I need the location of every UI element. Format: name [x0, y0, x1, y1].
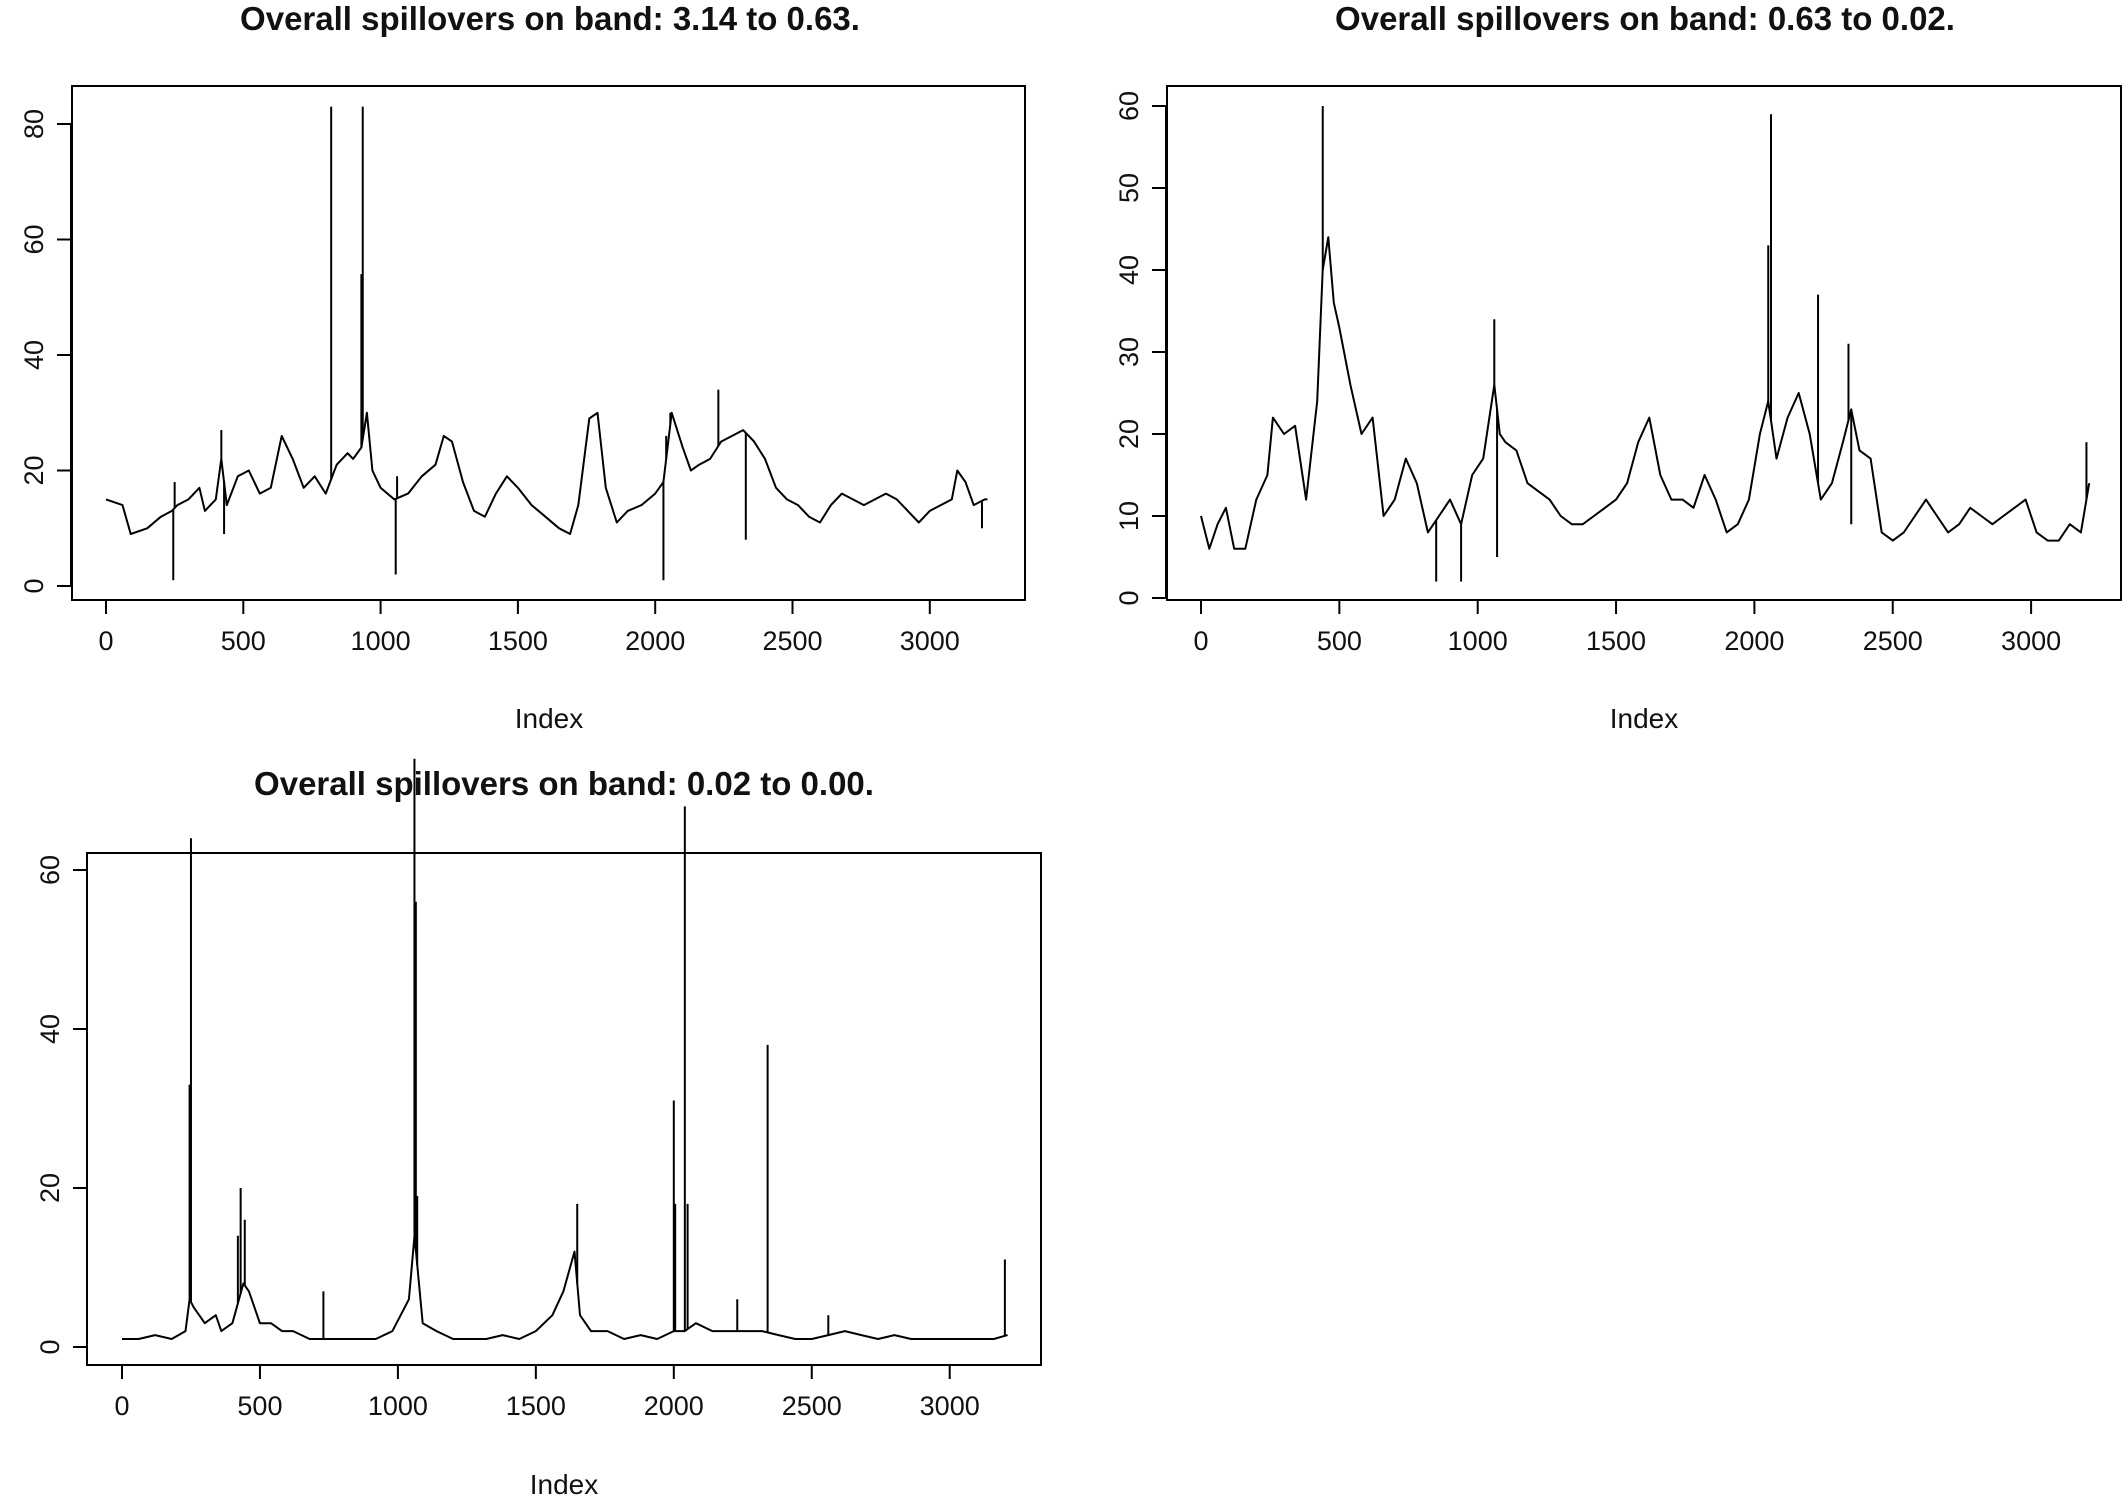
y-tick-label: 60: [19, 224, 49, 254]
chart-1-series: [105, 106, 988, 581]
y-tick-label: 80: [19, 109, 49, 139]
y-tick-label: 30: [1114, 337, 1144, 367]
x-tick-label: 1500: [1586, 626, 1646, 656]
chart-panel-1: Overall spillovers on band: 3.14 to 0.63…: [19, 0, 1026, 734]
chart-2-y-axis: 0 10 20 30 40 50 60: [1114, 91, 1167, 606]
chart-1-x-axis: 0 500 1000 1500 2000 2500 3000: [98, 599, 960, 656]
y-tick-label: 0: [35, 1339, 65, 1354]
y-tick-label: 0: [19, 578, 49, 593]
x-tick-label: 0: [114, 1391, 129, 1421]
chart-1-x-axis-label: Index: [515, 703, 584, 734]
x-tick-label: 2000: [625, 626, 685, 656]
chart-3-series: [122, 758, 1008, 1340]
x-tick-label: 500: [221, 626, 266, 656]
chart-2-plot-frame: [1166, 85, 2122, 601]
chart-1-y-axis: 0 20 40 60 80: [19, 109, 72, 594]
chart-2-title: Overall spillovers on band: 0.63 to 0.02…: [1335, 0, 1955, 37]
x-tick-label: 2500: [1863, 626, 1923, 656]
chart-1-title: Overall spillovers on band: 3.14 to 0.63…: [240, 0, 860, 37]
chart-3-y-axis: 0 20 40 60: [35, 855, 88, 1355]
y-tick-label: 60: [1114, 91, 1144, 121]
y-tick-label: 60: [35, 855, 65, 885]
x-tick-label: 0: [98, 626, 113, 656]
y-tick-label: 0: [1114, 590, 1144, 605]
series-line: [122, 1234, 1008, 1340]
x-tick-label: 2000: [1724, 626, 1784, 656]
x-tick-label: 1500: [488, 626, 548, 656]
chart-3-x-axis: 0 500 1000 1500 2000 2500 3000: [114, 1364, 980, 1421]
x-tick-label: 1000: [368, 1391, 428, 1421]
x-tick-label: 3000: [920, 1391, 980, 1421]
series-line: [1200, 236, 2091, 550]
x-tick-label: 3000: [2001, 626, 2061, 656]
x-tick-label: 3000: [900, 626, 960, 656]
chart-2-x-axis: 0 500 1000 1500 2000 2500 3000: [1193, 599, 2061, 656]
chart-panel-3: Overall spillovers on band: 0.02 to 0.00…: [35, 758, 1042, 1500]
y-tick-label: 20: [1114, 419, 1144, 449]
x-tick-label: 1000: [351, 626, 411, 656]
y-tick-label: 20: [19, 455, 49, 485]
chart-1-plot-frame: [71, 85, 1026, 601]
chart-3-x-axis-label: Index: [530, 1469, 599, 1500]
x-tick-label: 2500: [762, 626, 822, 656]
x-tick-label: 2500: [782, 1391, 842, 1421]
chart-2-x-axis-label: Index: [1610, 703, 1679, 734]
series-line: [105, 411, 988, 535]
x-tick-label: 500: [1317, 626, 1362, 656]
y-tick-label: 40: [1114, 255, 1144, 285]
x-tick-label: 0: [1193, 626, 1208, 656]
x-tick-label: 500: [237, 1391, 282, 1421]
y-tick-label: 40: [19, 340, 49, 370]
x-tick-label: 2000: [644, 1391, 704, 1421]
chart-2-series: [1200, 106, 2091, 582]
x-tick-label: 1000: [1448, 626, 1508, 656]
chart-3-title: Overall spillovers on band: 0.02 to 0.00…: [254, 765, 874, 802]
y-tick-label: 20: [35, 1173, 65, 1203]
y-tick-label: 40: [35, 1014, 65, 1044]
y-tick-label: 50: [1114, 173, 1144, 203]
x-tick-label: 1500: [506, 1391, 566, 1421]
chart-panel-2: Overall spillovers on band: 0.63 to 0.02…: [1114, 0, 2122, 734]
y-tick-label: 10: [1114, 501, 1144, 531]
